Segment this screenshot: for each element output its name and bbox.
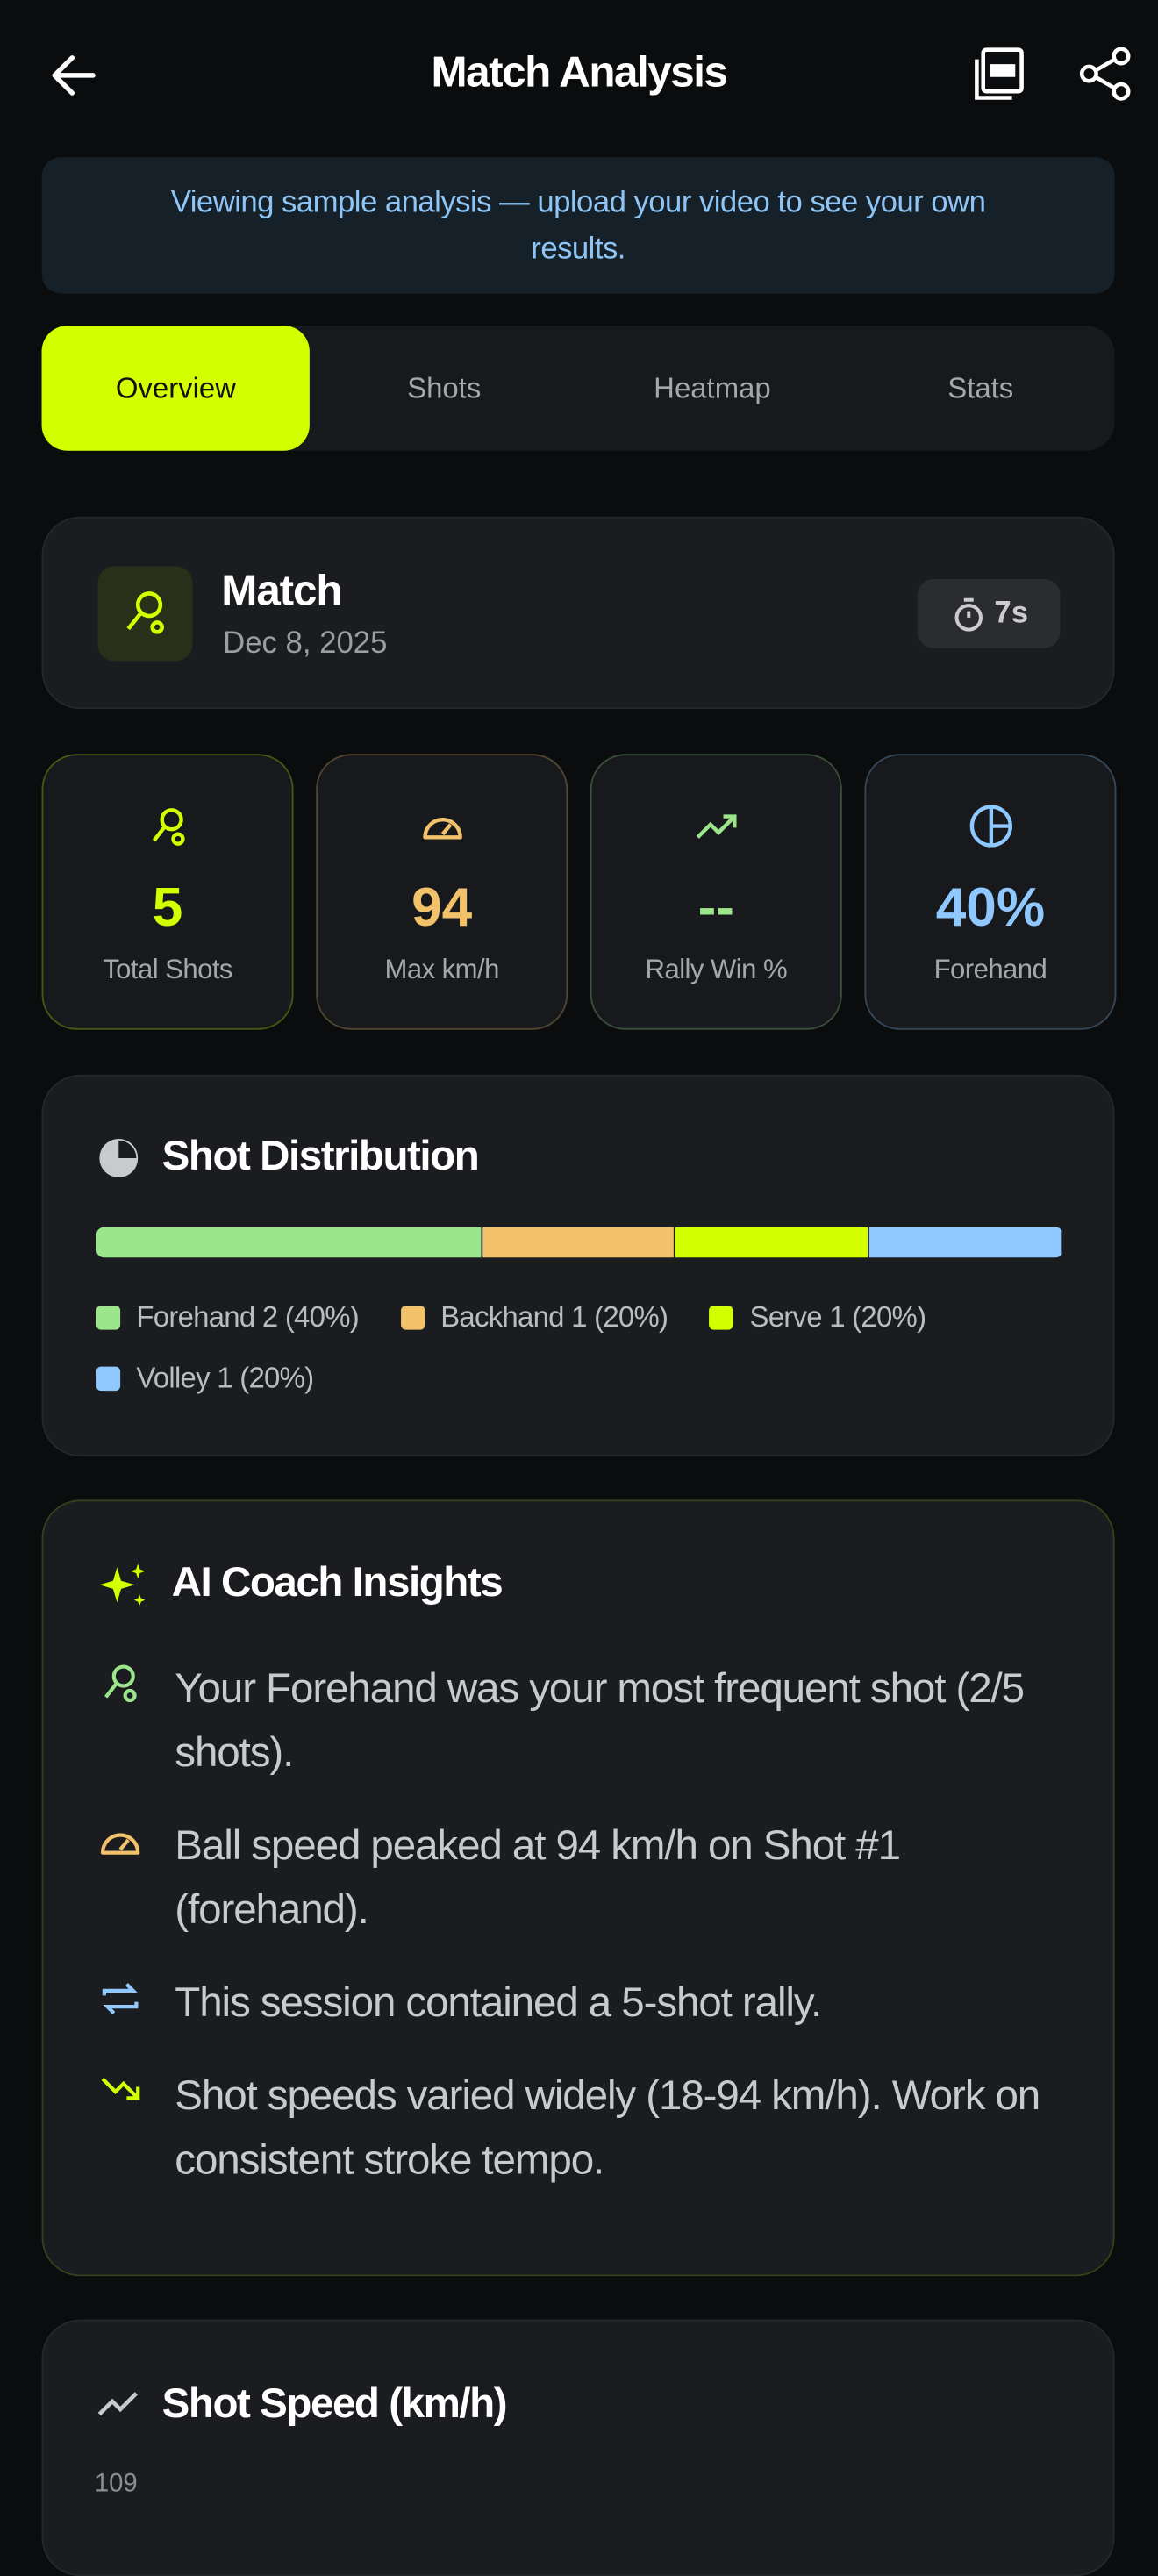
sample-banner: Viewing sample analysis — upload your vi… <box>41 157 1115 294</box>
match-title: Match <box>221 566 342 615</box>
distribution-segment <box>96 1227 482 1258</box>
back-button[interactable] <box>48 50 100 102</box>
legend-swatch <box>96 1366 121 1392</box>
legend-label: Serve 1 (20%) <box>749 1300 926 1334</box>
insight: Your Forehand was your most frequent sho… <box>98 1656 1076 1784</box>
stat-tile: 5 Total Shots <box>41 754 294 1030</box>
stat-icon <box>969 805 1012 848</box>
legend-swatch <box>96 1306 121 1330</box>
header-title: Match Analysis <box>431 47 728 97</box>
stat-value: -- <box>697 877 735 939</box>
duration-pill: 7s <box>917 578 1061 648</box>
stat-icon <box>423 818 462 840</box>
distribution-card: Shot Distribution Forehand 2 (40%) Backha… <box>41 1074 1115 1457</box>
stat-value: 94 <box>411 877 473 939</box>
match-icon <box>97 566 193 662</box>
stat-label: Forehand <box>933 954 1047 985</box>
tab-bar: Overview Shots Heatmap Stats <box>41 326 1115 451</box>
stat-label: Max km/h <box>384 954 500 985</box>
tab[interactable]: Heatmap <box>654 371 771 404</box>
distribution-segment <box>869 1227 1064 1258</box>
stat-label: Total Shots <box>103 954 232 985</box>
stat-icon <box>696 814 737 839</box>
legend-item: Forehand 2 (40%) <box>96 1300 360 1335</box>
tab[interactable]: Overview <box>41 326 311 451</box>
distribution-segment <box>482 1227 676 1258</box>
insight-icon <box>100 1833 140 1855</box>
insight: Ball speed peaked at 94 km/h on Shot #1 … <box>98 1813 1076 1941</box>
insight-text: This session contained a 5-shot rally. <box>175 1978 822 2027</box>
tab[interactable]: Shots <box>407 371 482 404</box>
insights-list: Your Forehand was your most frequent sho… <box>98 1656 1076 2221</box>
stat-value: 5 <box>152 877 183 939</box>
legend-item: Backhand 1 (20%) <box>400 1301 668 1335</box>
share-button[interactable] <box>1076 45 1134 103</box>
distribution-title: Shot Distribution <box>161 1130 480 1179</box>
insight-icon <box>102 1983 139 2014</box>
insight-icon <box>104 1664 137 1703</box>
pdf-button[interactable] <box>970 45 1028 103</box>
legend-swatch <box>709 1306 734 1330</box>
insight: Shot speeds varied widely (18-94 km/h). … <box>98 2063 1076 2191</box>
insight-text: Ball speed peaked at 94 km/h on Shot #1 … <box>175 1821 901 1934</box>
insights-title: AI Coach Insights <box>171 1557 504 1606</box>
insights-card: AI Coach Insights Your Forehand was your… <box>41 1499 1115 2277</box>
legend-label: Backhand 1 (20%) <box>440 1300 668 1334</box>
insight: This session contained a 5-shot rally. <box>98 1970 1076 2034</box>
match-date: Dec 8, 2025 <box>223 626 388 662</box>
legend-label: Forehand 2 (40%) <box>136 1300 359 1334</box>
page: Match Analysis Viewing sample analysis —… <box>41 45 1134 2576</box>
legend-swatch <box>400 1306 425 1330</box>
stat-tile: -- Rally Win % <box>590 754 842 1030</box>
insight-text: Your Forehand was your most frequent sho… <box>175 1663 1025 1776</box>
insight-text: Shot speeds varied widely (18-94 km/h). … <box>175 2071 1040 2184</box>
insight-icon <box>101 2077 140 2100</box>
speed-title: Shot Speed (km/h) <box>161 2379 508 2428</box>
tab[interactable]: Stats <box>947 371 1014 404</box>
speed-card: Shot Speed (km/h) 109 <box>41 2319 1115 2576</box>
distribution-bar <box>96 1227 1064 1258</box>
stat-label: Rally Win % <box>645 954 788 985</box>
stat-icon <box>152 808 185 846</box>
distribution-segment <box>676 1227 870 1258</box>
stat-value: 40% <box>935 877 1046 939</box>
distribution-legend: Forehand 2 (40%) Backhand 1 (20%) Serve 1 … <box>96 1301 1059 1396</box>
legend-label: Volley 1 (20%) <box>136 1362 314 1394</box>
match-card: Match Dec 8, 2025 7s <box>41 516 1115 710</box>
app: Match Analysis Viewing sample analysis —… <box>41 45 1134 2576</box>
legend-item: Serve 1 (20%) <box>709 1300 926 1335</box>
y-tick-label: 109 <box>94 2470 138 2498</box>
duration: 7s <box>994 596 1029 630</box>
stat-tile: 94 Max km/h <box>316 754 568 1030</box>
legend-item: Volley 1 (20%) <box>96 1362 314 1395</box>
stat-tile: 40% Forehand <box>864 754 1117 1030</box>
